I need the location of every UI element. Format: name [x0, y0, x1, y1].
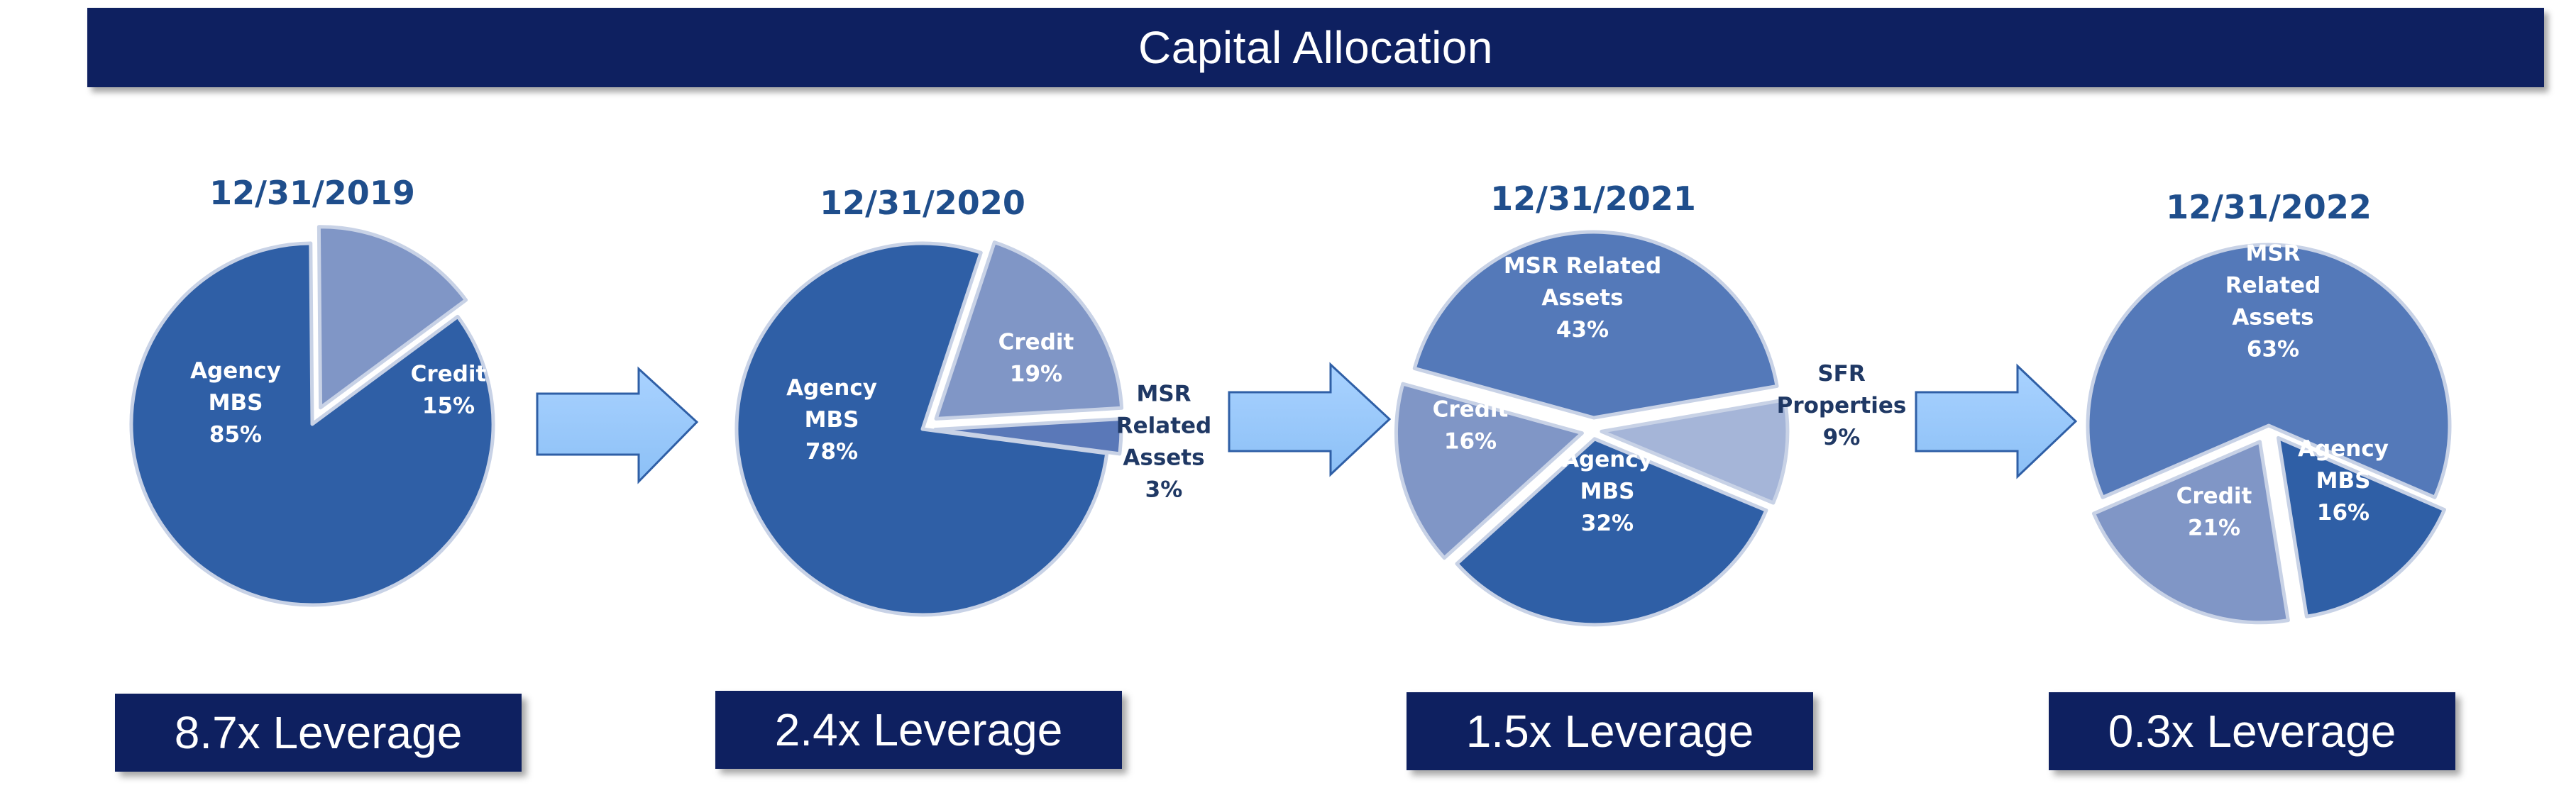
leverage-label-2020: 2.4x Leverage — [774, 704, 1063, 755]
slice-label-2019-agency-mbs: Agency MBS 85% — [190, 358, 281, 448]
slice-label-2021-agency-mbs: Agency MBS 32% — [1562, 447, 1653, 536]
flow-arrow-2 — [1228, 362, 1392, 477]
slice-label-2022-credit: Credit 21% — [2176, 484, 2252, 541]
slice-label-2020-agency-mbs: Agency MBS 78% — [786, 375, 877, 465]
leverage-label-2021: 1.5x Leverage — [1465, 706, 1754, 757]
pie-slice-2020-credit — [934, 240, 1124, 421]
page-title: Capital Allocation — [1138, 22, 1493, 73]
pie-slice-2021-agency-mbs — [1455, 437, 1768, 627]
pie-slice-2021-msr-related-assets — [1412, 230, 1779, 420]
slice-label-2020-msr-related-assets: MSR Related Assets 3% — [1116, 382, 1211, 503]
flow-arrow-3 — [1915, 363, 2078, 479]
pie-chart-2020: 12/31/2020 Agency MBS 78% Credit 19% MSR Relate… — [734, 184, 1211, 617]
pie-chart-2021: 12/31/2021 MSR Related Assets 43% SFR Propert… — [1394, 179, 1907, 627]
pie-chart-2022: 12/31/2022 MSR Related Assets 63% Agency MBS 16… — [2086, 188, 2452, 625]
chart-date-2021: 12/31/2021 — [1490, 179, 1696, 218]
pie-slice-2021-credit — [1394, 382, 1584, 560]
slice-label-2021-sfr-properties: SFR Properties 9% — [1777, 361, 1907, 450]
leverage-box-2021: 1.5x Leverage — [1407, 692, 1813, 770]
chart-date-2020: 12/31/2020 — [820, 184, 1025, 222]
pie-slice-2022-credit — [2091, 440, 2290, 625]
leverage-box-2019: 8.7x Leverage — [115, 694, 522, 772]
leverage-box-2020: 2.4x Leverage — [715, 691, 1122, 769]
slice-label-2022-agency-mbs: Agency MBS 16% — [2298, 436, 2389, 526]
pie-slice-2019-credit — [317, 225, 468, 410]
pie-slice-2019-agency-mbs — [129, 241, 495, 607]
pie-slice-2020-agency-mbs — [734, 241, 1109, 617]
leverage-label-2019: 8.7x Leverage — [174, 707, 463, 758]
leverage-label-2022: 0.3x Leverage — [2108, 706, 2396, 757]
slice-label-2022-msr-related-assets: MSR Related Assets 63% — [2225, 241, 2321, 362]
pie-chart-2019: 12/31/2019 Agency MBS 85% Credit 15% — [129, 174, 495, 607]
pie-slice-2022-msr-related-assets — [2086, 243, 2452, 499]
slice-label-2021-credit: Credit 16% — [1433, 397, 1509, 455]
flow-arrow-1 — [536, 366, 699, 484]
pie-slice-2021-sfr-properties — [1600, 398, 1790, 505]
pie-slice-2020-msr-related-assets — [933, 417, 1123, 456]
chart-date-2019: 12/31/2019 — [209, 174, 415, 212]
pie-slice-2022-agency-mbs — [2276, 435, 2447, 618]
chart-date-2022: 12/31/2022 — [2166, 188, 2372, 226]
header-bar: Capital Allocation — [87, 8, 2544, 87]
slice-label-2021-msr-related-assets: MSR Related Assets 43% — [1504, 253, 1661, 343]
slice-label-2019-credit: Credit 15% — [411, 362, 487, 419]
leverage-box-2022: 0.3x Leverage — [2049, 692, 2455, 770]
slice-label-2020-credit: Credit 19% — [998, 330, 1074, 387]
